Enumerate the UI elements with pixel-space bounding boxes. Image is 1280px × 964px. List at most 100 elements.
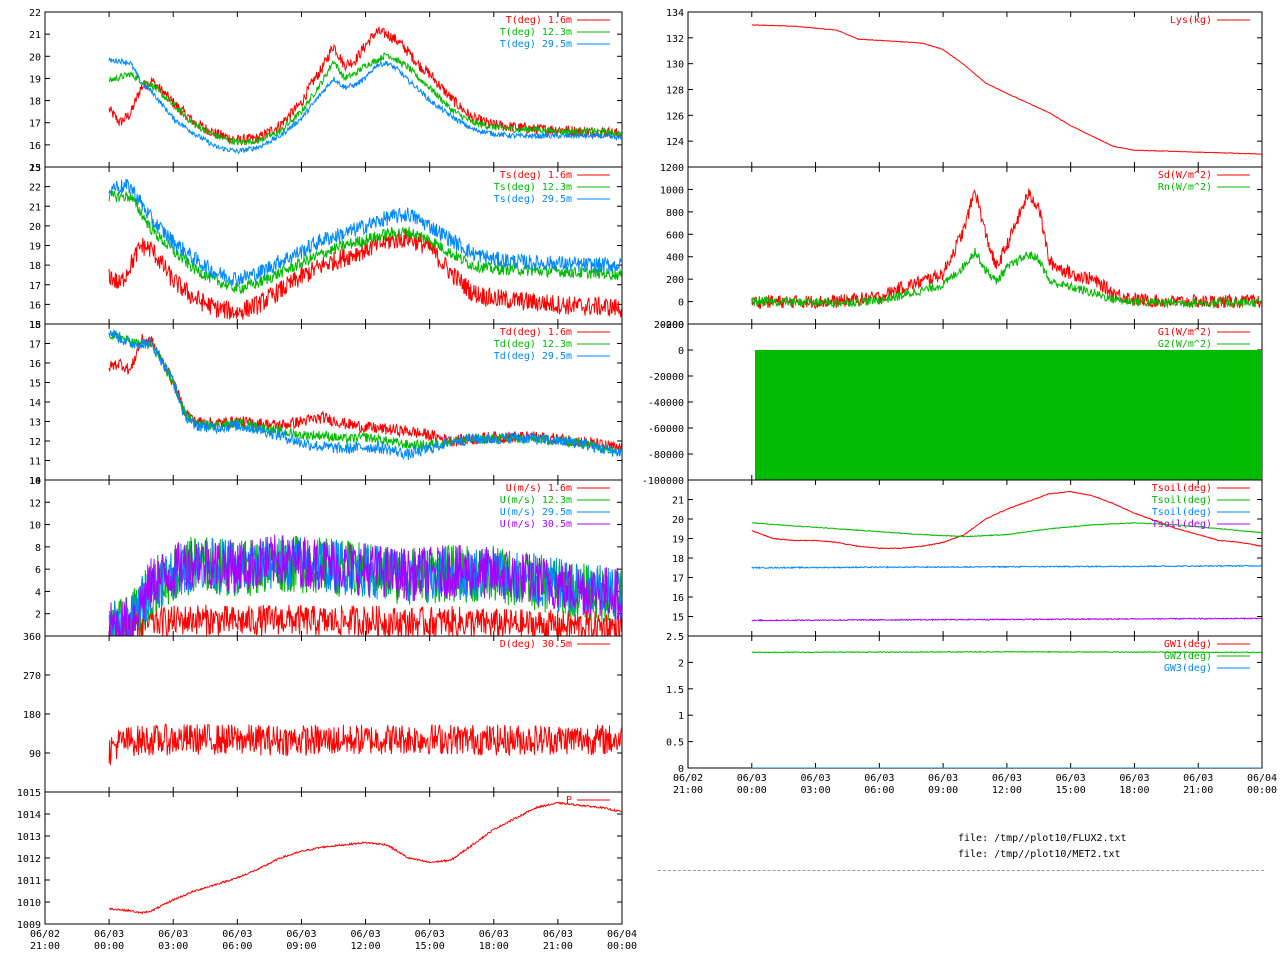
ground_water-xtick-date: 06/03 <box>1119 773 1149 784</box>
pressure-ytick-label: 1013 <box>17 832 41 843</box>
pressure-xtick-time: 00:00 <box>94 941 124 952</box>
ground_water-xtick-date: 06/02 <box>673 773 703 784</box>
soil_temp-legend-label: Tsoil(deg) <box>1152 507 1212 518</box>
pressure-ytick-label: 1011 <box>17 876 41 887</box>
radiation-ytick-label: -200 <box>660 320 684 331</box>
ground_flux-legend-label: G1(W/m^2) <box>1158 327 1212 338</box>
ground_water-xtick-date: 06/03 <box>864 773 894 784</box>
radiation-ytick-label: 400 <box>666 253 684 264</box>
soil_temp-ytick-label: 19 <box>672 535 684 546</box>
ground_water-xtick-time: 15:00 <box>1056 785 1086 796</box>
soil_temp-ytick-label: 21 <box>672 496 684 507</box>
panel-radiation: -200 0 200 400 600 800 1000 1200 Sd(W/m^2)Rn(W/m… <box>660 163 1263 331</box>
sonic_temp-ytick-label: 15 <box>29 320 41 331</box>
wind_speed-legend-label: U(m/s) 29.5m <box>500 507 572 518</box>
panel-ground_flux: -100000 -80000 -60000 -40000 -20000 0 20000 G1(… <box>642 320 1263 487</box>
sonic_temp-ytick-label: 20 <box>29 222 41 233</box>
sonic_temp-legend-label: Ts(deg) 1.6m <box>500 170 572 181</box>
pressure-legend-label: P <box>566 795 572 806</box>
wind_dir-ytick-label: 90 <box>29 749 41 760</box>
pressure-series-line <box>108 801 622 915</box>
air_temp-ytick-label: 15 <box>29 163 41 174</box>
sonic_temp-ytick-label: 17 <box>29 281 41 292</box>
ground_flux-ytick-label: -60000 <box>648 424 684 435</box>
ground_water-plot-area <box>751 650 1262 768</box>
ground_water-xtick-time: 09:00 <box>928 785 958 796</box>
pressure-xtick-date: 06/03 <box>158 929 188 940</box>
radiation-series-line <box>751 248 1262 309</box>
pressure-frame <box>44 791 623 925</box>
soil_temp-series-line <box>751 617 1262 622</box>
wind_dir-frame <box>44 635 623 793</box>
pressure-ytick-label: 1015 <box>17 788 41 799</box>
wind_dir-ytick-label: 360 <box>23 632 41 643</box>
pressure-ytick-label: 1012 <box>17 854 41 865</box>
ground_water-legend-label: GW3(deg) <box>1164 663 1212 674</box>
wind_speed-series-line <box>108 535 622 636</box>
wind_speed-legend-label: U(m/s) 1.6m <box>506 483 572 494</box>
ground_flux-ytick-label: -20000 <box>648 372 684 383</box>
ground_flux-ytick-label: -40000 <box>648 398 684 409</box>
sonic_temp-ytick-label: 18 <box>29 261 41 272</box>
wind_dir-plot-area <box>108 723 622 766</box>
ground_water-xtick-time: 18:00 <box>1119 785 1149 796</box>
pressure-plot-area <box>108 801 622 915</box>
ground_flux-ytick-label: -80000 <box>648 450 684 461</box>
air_temp-ytick-label: 22 <box>29 8 41 19</box>
pressure-xtick-time: 00:00 <box>607 941 637 952</box>
soil_temp-ytick-label: 17 <box>672 574 684 585</box>
lysimeter-frame <box>687 11 1263 168</box>
ground_water-legend-label: GW1(deg) <box>1164 639 1212 650</box>
ground_flux-legend-label: G2(W/m^2) <box>1158 339 1212 350</box>
lysimeter-ytick-label: 128 <box>666 86 684 97</box>
pressure-xtick-time: 21:00 <box>30 941 60 952</box>
pressure-xtick-time: 18:00 <box>479 941 509 952</box>
sonic_temp-ytick-label: 21 <box>29 202 41 213</box>
ground_water-xtick-date: 06/03 <box>1183 773 1213 784</box>
lysimeter-ytick-label: 134 <box>666 8 684 19</box>
dew_point-ytick-label: 16 <box>29 359 41 370</box>
air_temp-ytick-label: 19 <box>29 74 41 85</box>
lysimeter-ytick-label: 124 <box>666 137 684 148</box>
sonic_temp-ytick-label: 23 <box>29 163 41 174</box>
ground_flux-plot-area <box>754 350 1262 480</box>
dew_point-series-line <box>108 333 622 453</box>
wind_speed-plot-area <box>108 534 622 636</box>
ground_water-xtick-time: 21:00 <box>1183 785 1213 796</box>
wind_speed-ytick-label: 12 <box>29 498 41 509</box>
ground_water-ytick-label: 2 <box>678 658 684 669</box>
sonic_temp-plot-area <box>108 178 622 320</box>
ground_water-xtick-date: 06/03 <box>992 773 1022 784</box>
soil_temp-ytick-label: 16 <box>672 593 684 604</box>
panel-wind_dir: 90 180 270 360 D(deg) 30.5m <box>23 632 623 793</box>
soil_temp-ytick-label: 20 <box>672 515 684 526</box>
ground_water-xtick-date: 06/03 <box>737 773 767 784</box>
radiation-ytick-label: 0 <box>678 298 684 309</box>
dew_point-ytick-label: 10 <box>29 476 41 487</box>
ground_water-xtick-time: 03:00 <box>801 785 831 796</box>
wind_dir-ytick-label: 180 <box>23 710 41 721</box>
ground_water-xtick-date: 06/03 <box>1056 773 1086 784</box>
wind_speed-ytick-label: 2 <box>35 610 41 621</box>
radiation-ytick-label: 1000 <box>660 185 684 196</box>
ground_water-ytick-label: 2.5 <box>666 632 684 643</box>
dew_point-ytick-label: 18 <box>29 320 41 331</box>
wind_speed-ytick-label: 4 <box>35 587 41 598</box>
ground_water-xtick-date: 06/03 <box>928 773 958 784</box>
wind_speed-ytick-label: 10 <box>29 521 41 532</box>
soil_temp-legend-label: Tsoil(deg) <box>1152 519 1212 530</box>
soil_temp-plot-area <box>751 490 1262 622</box>
dew_point-legend-label: Td(deg) 29.5m <box>494 351 572 362</box>
dew_point-legend-label: Td(deg) 12.3m <box>494 339 572 350</box>
dew_point-ytick-label: 12 <box>29 437 41 448</box>
wind_dir-legend-label: D(deg) 30.5m <box>500 639 572 650</box>
pressure-xtick-time: 21:00 <box>543 941 573 952</box>
wind_speed-ytick-label: 14 <box>29 476 41 487</box>
air_temp-ytick-label: 20 <box>29 52 41 63</box>
ground_flux-series-fill <box>754 350 1262 480</box>
pressure-xtick-date: 06/03 <box>543 929 573 940</box>
wind_speed-series-line <box>109 534 622 636</box>
